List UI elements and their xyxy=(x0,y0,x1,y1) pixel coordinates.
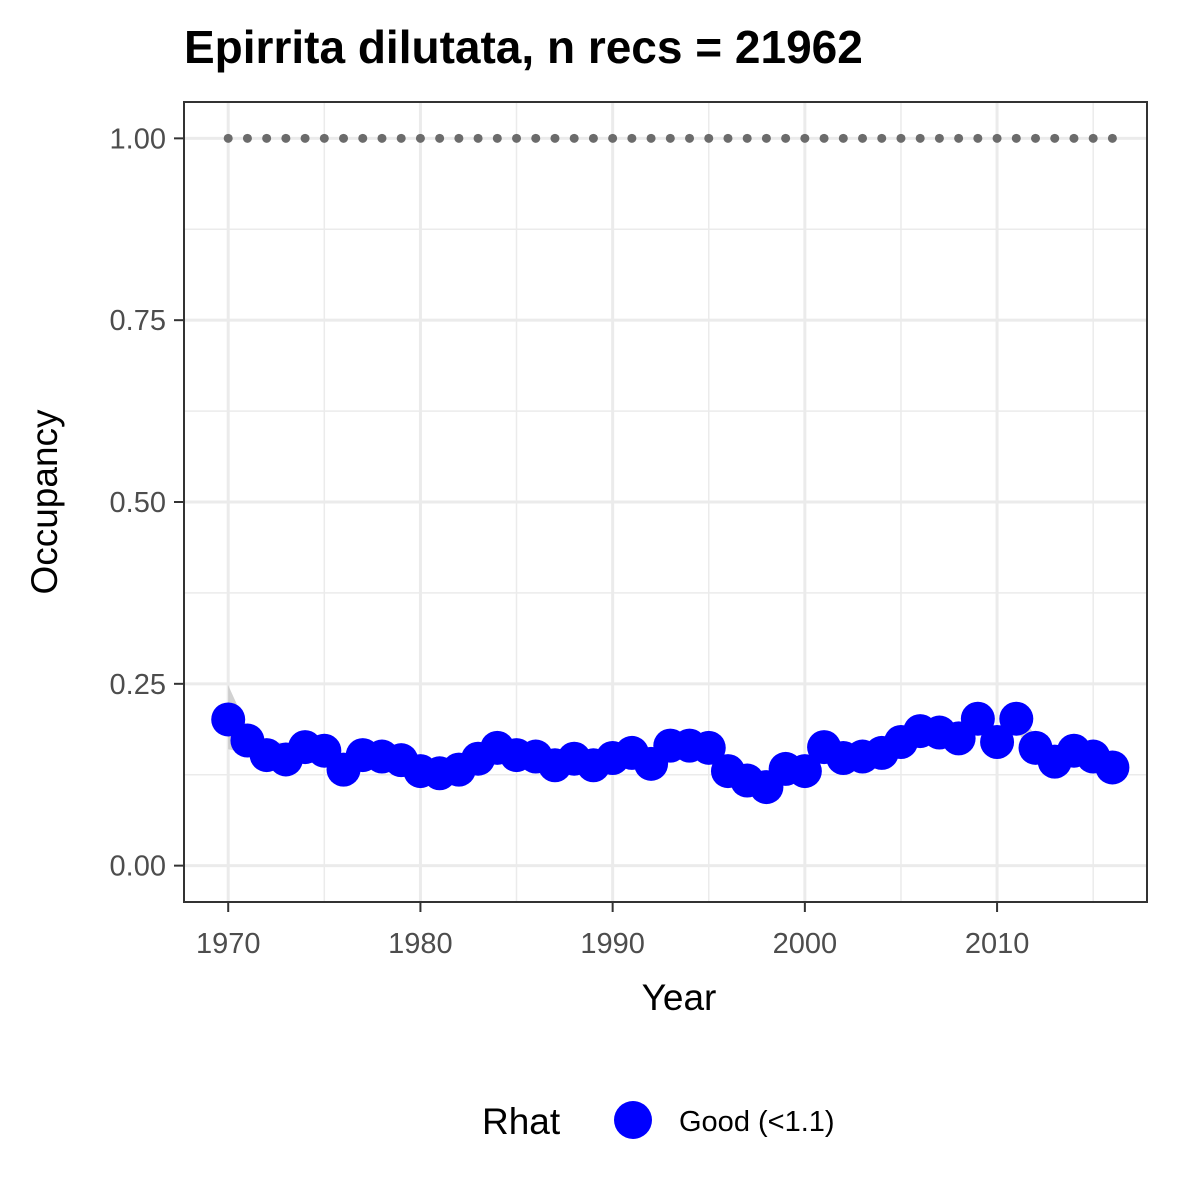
reference-dot xyxy=(550,133,560,143)
reference-dot xyxy=(877,133,887,143)
reference-dot xyxy=(473,133,483,143)
reference-dot xyxy=(627,133,637,143)
reference-dot xyxy=(800,133,810,143)
reference-dot xyxy=(934,133,944,143)
y-axis-title: Occupancy xyxy=(24,409,65,595)
y-axis: 0.00 0.25 0.50 0.75 1.00 xyxy=(110,123,184,883)
y-tick-label: 0.75 xyxy=(110,305,166,337)
reference-dot xyxy=(723,133,733,143)
data-point xyxy=(1095,750,1130,785)
x-tick-label: 2010 xyxy=(965,928,1030,960)
reference-dot xyxy=(896,133,906,143)
reference-dot xyxy=(1050,133,1060,143)
reference-dot xyxy=(319,133,329,143)
reference-dot xyxy=(915,133,925,143)
y-tick-label: 0.50 xyxy=(110,487,166,519)
reference-dot xyxy=(569,133,579,143)
reference-dot xyxy=(377,133,387,143)
reference-dot xyxy=(454,133,464,143)
reference-dot xyxy=(1031,133,1041,143)
reference-dot xyxy=(223,133,233,143)
legend-title: Rhat xyxy=(482,1101,561,1142)
reference-dot xyxy=(1069,133,1079,143)
reference-dot xyxy=(531,133,541,143)
reference-dot xyxy=(281,133,291,143)
data-point xyxy=(980,725,1015,759)
y-tick-label: 1.00 xyxy=(110,123,166,155)
major-gridlines xyxy=(184,102,1147,902)
x-tick-label: 1970 xyxy=(196,928,261,960)
reference-dot xyxy=(608,133,618,143)
reference-dot xyxy=(300,133,310,143)
reference-dot xyxy=(819,133,829,143)
reference-line xyxy=(223,133,1117,143)
legend-label: Good (<1.1) xyxy=(679,1106,835,1138)
data-point xyxy=(691,730,726,765)
reference-dot xyxy=(761,133,771,143)
reference-dot xyxy=(646,133,656,143)
reference-dot xyxy=(685,133,695,143)
reference-dot xyxy=(858,133,868,143)
y-tick-label: 0.25 xyxy=(110,669,166,701)
x-tick-label: 2000 xyxy=(773,928,838,960)
chart-title: Epirrita dilutata, n recs = 21962 xyxy=(184,21,863,73)
reference-dot xyxy=(973,133,983,143)
data-point xyxy=(787,754,822,789)
reference-dot xyxy=(358,133,368,143)
reference-dot xyxy=(588,133,598,143)
reference-dot xyxy=(262,133,272,143)
reference-dot xyxy=(742,133,752,143)
reference-dot xyxy=(435,133,445,143)
reference-dot xyxy=(512,133,522,143)
x-tick-label: 1980 xyxy=(388,928,453,960)
reference-dot xyxy=(781,133,791,143)
data-points xyxy=(211,701,1130,805)
reference-dot xyxy=(665,133,675,143)
reference-dot xyxy=(838,133,848,143)
reference-dot xyxy=(1107,133,1117,143)
reference-dot xyxy=(339,133,349,143)
data-point xyxy=(960,701,995,736)
legend-marker xyxy=(614,1101,652,1139)
y-tick-label: 0.00 xyxy=(110,851,166,883)
data-point xyxy=(999,701,1034,736)
x-tick-label: 1990 xyxy=(580,928,645,960)
reference-dot xyxy=(415,133,425,143)
reference-dot xyxy=(992,133,1002,143)
x-axis: 1970 1980 1990 2000 2010 xyxy=(196,902,1029,960)
reference-dot xyxy=(1088,133,1098,143)
legend: Rhat Good (<1.1) xyxy=(482,1101,835,1142)
reference-dot xyxy=(492,133,502,143)
reference-dot xyxy=(954,133,964,143)
x-axis-title: Year xyxy=(642,977,717,1018)
reference-dot xyxy=(704,133,714,143)
reference-dot xyxy=(242,133,252,143)
reference-dot xyxy=(396,133,406,143)
reference-dot xyxy=(1011,133,1021,143)
